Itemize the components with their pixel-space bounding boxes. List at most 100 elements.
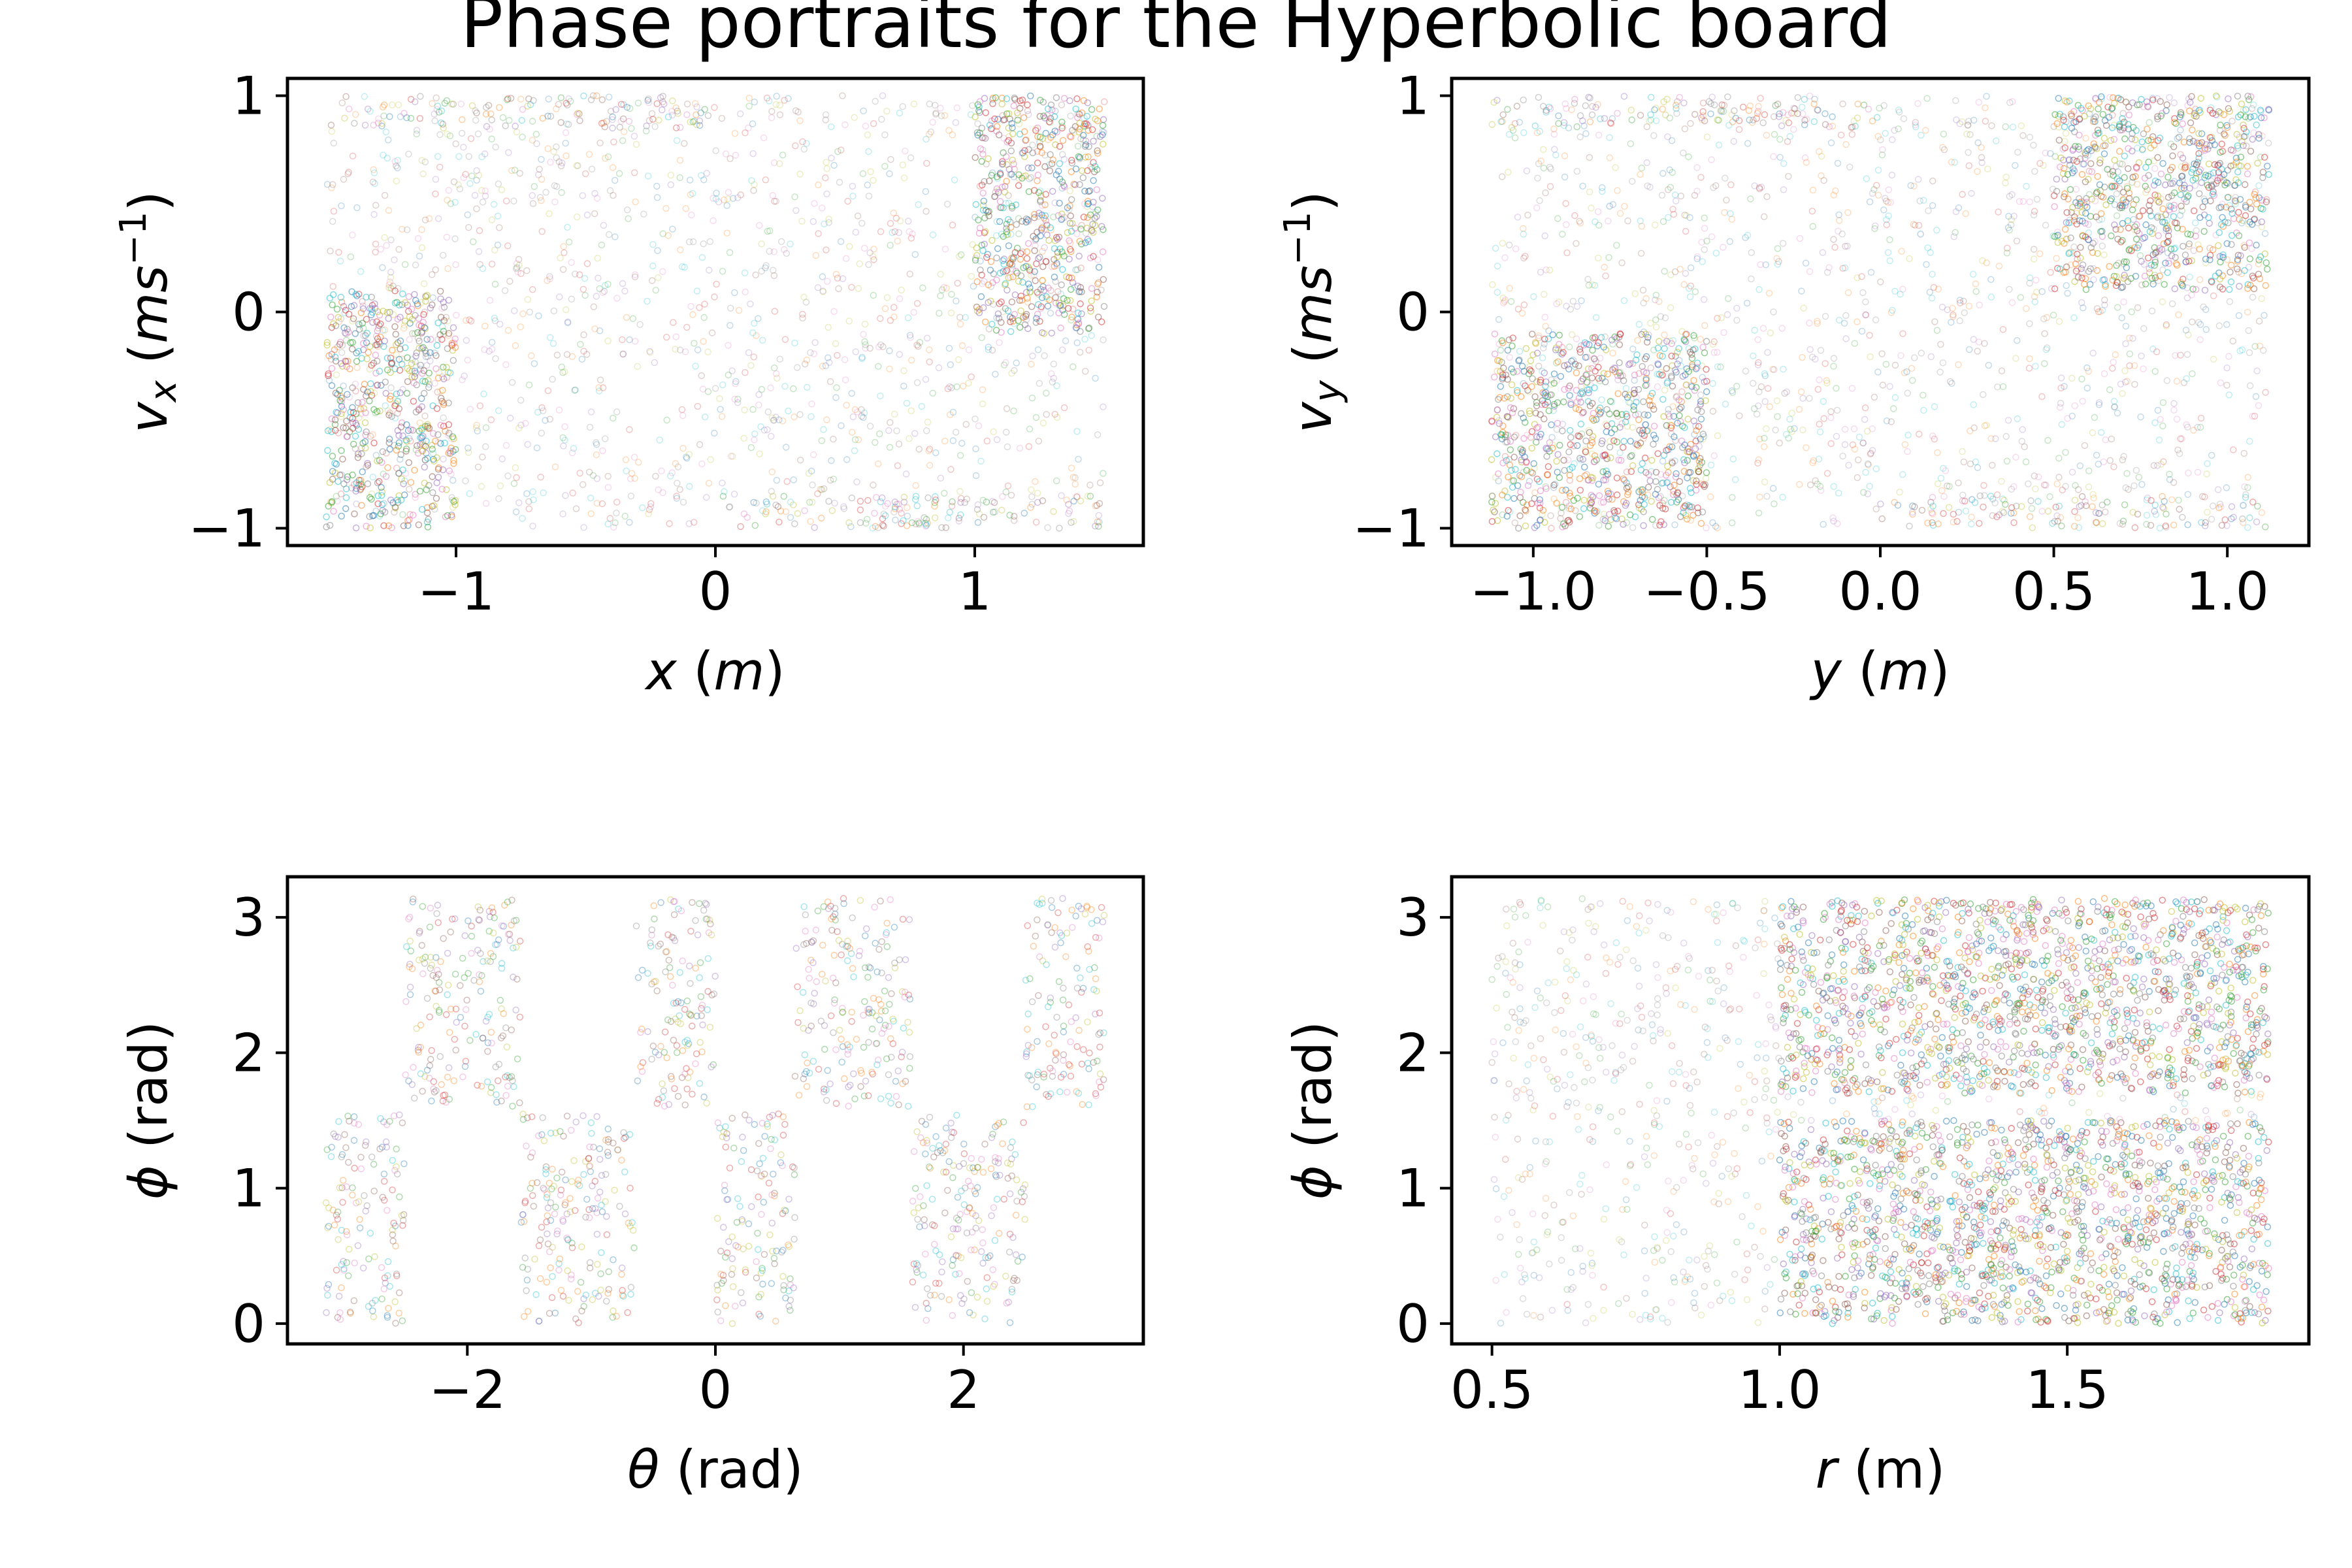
scatter-point xyxy=(391,508,398,516)
scatter-point xyxy=(1771,131,1778,138)
scatter-point xyxy=(1757,184,1765,191)
scatter-point xyxy=(1883,417,1891,425)
scatter-point xyxy=(815,230,822,237)
scatter-point xyxy=(1815,455,1823,463)
scatter-point xyxy=(379,103,387,111)
scatter-point xyxy=(891,498,899,506)
scatter-point xyxy=(540,407,547,414)
scatter-point xyxy=(856,260,863,267)
scatter-point xyxy=(1051,199,1058,206)
scatter-point xyxy=(359,440,367,447)
scatter-point xyxy=(1580,122,1588,129)
scatter-point xyxy=(519,106,527,113)
scatter-point xyxy=(1566,427,1574,434)
scatter-point xyxy=(1916,197,1923,204)
scatter-point xyxy=(397,423,405,431)
scatter-point xyxy=(1999,383,2007,390)
scatter-point xyxy=(1579,455,1587,463)
scatter-point xyxy=(2104,166,2111,173)
scatter-point xyxy=(1634,336,1641,344)
scatter-point xyxy=(1854,274,1861,282)
scatter-point xyxy=(628,125,635,132)
scatter-point xyxy=(2141,272,2149,280)
scatter-point xyxy=(2093,305,2101,312)
scatter-point xyxy=(1605,253,1612,261)
scatter-point xyxy=(357,405,364,413)
scatter-point xyxy=(883,107,890,115)
scatter-point xyxy=(327,314,335,321)
scatter-point xyxy=(1614,508,1622,515)
scatter-point xyxy=(696,304,703,311)
scatter-point xyxy=(2144,495,2151,502)
scatter-point xyxy=(937,270,944,278)
scatter-point xyxy=(1558,350,1566,358)
scatter-point xyxy=(345,169,352,176)
scatter-point xyxy=(978,157,985,165)
scatter-point xyxy=(993,276,1000,284)
scatter-point xyxy=(1539,368,1546,375)
scatter-point xyxy=(779,152,787,159)
scatter-point xyxy=(2154,406,2162,414)
scatter-point xyxy=(546,416,553,423)
scatter-point xyxy=(540,489,547,497)
scatter-point xyxy=(2216,500,2224,508)
scatter-point xyxy=(1513,387,1521,394)
scatter-point xyxy=(1882,195,1889,202)
scatter-point xyxy=(1912,119,1919,126)
scatter-point xyxy=(694,346,702,353)
scatter-point xyxy=(903,400,911,407)
scatter-point xyxy=(973,252,981,259)
scatter-point xyxy=(1948,380,1955,387)
scatter-point xyxy=(1731,476,1739,483)
scatter-point xyxy=(2119,521,2127,528)
scatter-point xyxy=(2132,466,2140,474)
scatter-point xyxy=(1650,423,1658,430)
scatter-point xyxy=(374,492,382,499)
scatter-point xyxy=(1667,304,1674,312)
scatter-point xyxy=(1004,307,1012,314)
scatter-point xyxy=(1088,227,1096,235)
scatter-point xyxy=(1696,461,1704,468)
scatter-point xyxy=(2174,446,2181,453)
scatter-point xyxy=(634,363,641,370)
scatter-point xyxy=(2240,449,2248,457)
scatter-point xyxy=(1544,335,1552,342)
scatter-point xyxy=(437,440,444,447)
scatter-point xyxy=(938,524,945,531)
scatter-point xyxy=(1952,97,1959,105)
scatter-point xyxy=(923,159,930,167)
scatter-point xyxy=(947,361,955,368)
scatter-point xyxy=(1550,400,1558,408)
scatter-point xyxy=(1605,511,1613,518)
scatter-point xyxy=(693,111,700,118)
scatter-point xyxy=(1041,163,1049,171)
scatter-point xyxy=(1728,216,1736,223)
scatter-point xyxy=(1064,204,1071,212)
scatter-point xyxy=(2150,157,2158,165)
scatter-point xyxy=(1086,187,1094,195)
scatter-point xyxy=(2153,462,2161,469)
scatter-point xyxy=(1516,494,1524,501)
scatter-point xyxy=(2070,243,2078,251)
scatter-point xyxy=(1501,395,1508,402)
scatter-point xyxy=(522,419,529,427)
scatter-point xyxy=(2067,261,2074,269)
scatter-point xyxy=(1600,344,1608,351)
scatter-point xyxy=(751,430,759,438)
scatter-point xyxy=(1041,244,1048,252)
scatter-point xyxy=(1019,149,1026,157)
scatter-point xyxy=(351,330,359,337)
scatter-point xyxy=(2068,412,2076,419)
scatter-point xyxy=(693,103,700,110)
scatter-point xyxy=(1628,452,1635,459)
scatter-point xyxy=(2106,457,2114,465)
scatter-point xyxy=(715,198,723,206)
scatter-point xyxy=(1709,408,1717,415)
scatter-point xyxy=(1011,94,1019,102)
scatter-point xyxy=(1674,348,1681,356)
scatter-point xyxy=(1699,344,1707,351)
scatter-point xyxy=(1952,229,1959,236)
scatter-point xyxy=(1022,137,1029,144)
point-region-1 xyxy=(323,92,1108,532)
scatter-point xyxy=(1053,94,1060,101)
